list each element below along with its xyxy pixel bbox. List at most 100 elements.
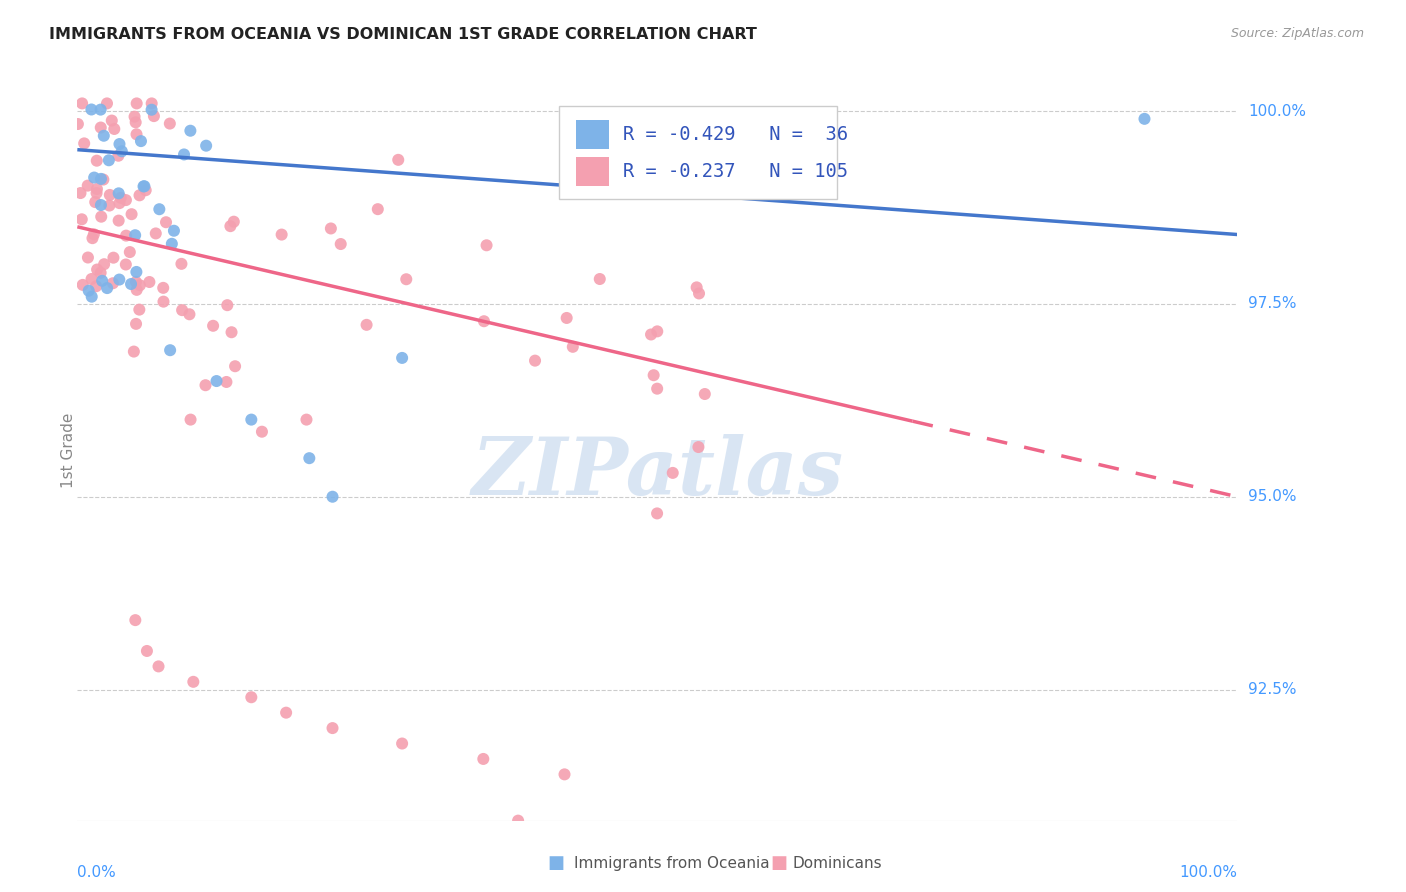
Point — [561, 340, 583, 354]
Point — [97, 153, 120, 168]
Point — [124, 110, 146, 124]
Text: 95.0%: 95.0% — [1249, 489, 1296, 504]
Point — [160, 236, 183, 251]
Point — [329, 237, 352, 252]
Point — [93, 172, 115, 186]
Point — [84, 279, 107, 293]
Point — [163, 224, 186, 238]
Point — [83, 227, 105, 242]
Point — [98, 198, 121, 212]
Point — [661, 466, 683, 480]
Point — [98, 188, 121, 202]
Point — [100, 113, 122, 128]
Point — [115, 193, 138, 207]
Point — [101, 277, 124, 291]
Point — [124, 115, 146, 129]
Point — [132, 179, 155, 194]
Point — [108, 272, 131, 286]
Point — [80, 103, 103, 117]
Point — [118, 245, 141, 260]
Point — [90, 266, 112, 280]
Point — [141, 103, 163, 117]
Point — [111, 145, 134, 159]
Point — [148, 659, 170, 673]
Point — [96, 281, 118, 295]
Point — [685, 280, 707, 294]
Text: Source: ZipAtlas.com: Source: ZipAtlas.com — [1230, 27, 1364, 40]
Point — [80, 272, 103, 286]
Point — [124, 613, 146, 627]
Point — [91, 274, 114, 288]
Point — [129, 278, 152, 293]
Bar — [576, 156, 609, 186]
Point — [179, 307, 201, 321]
Point — [114, 258, 136, 272]
Point — [134, 179, 156, 194]
Point — [391, 737, 413, 751]
Point — [221, 325, 243, 339]
Point — [93, 257, 115, 271]
Point — [86, 186, 108, 200]
Point — [506, 814, 529, 828]
Point — [319, 221, 342, 235]
Point — [356, 318, 378, 332]
Point — [124, 228, 146, 243]
Point — [159, 343, 181, 358]
Point — [70, 96, 93, 111]
Point — [135, 644, 157, 658]
Point — [693, 387, 716, 401]
Point — [298, 451, 321, 466]
Point — [122, 344, 145, 359]
Point — [86, 153, 108, 168]
Point — [108, 136, 131, 151]
Point — [395, 272, 418, 286]
Point — [250, 425, 273, 439]
Point — [125, 275, 148, 289]
Point — [70, 212, 93, 227]
Point — [240, 412, 263, 426]
Point — [82, 231, 104, 245]
Point — [84, 195, 107, 210]
Point — [107, 149, 129, 163]
Point — [110, 191, 132, 205]
Point — [125, 265, 148, 279]
Point — [240, 690, 263, 705]
Point — [103, 251, 125, 265]
Text: R = -0.429   N =  36: R = -0.429 N = 36 — [623, 125, 848, 144]
Point — [321, 490, 344, 504]
Point — [688, 440, 710, 454]
Point — [135, 183, 157, 197]
Point — [194, 378, 217, 392]
Point — [195, 138, 218, 153]
Point — [472, 752, 495, 766]
Point — [152, 294, 174, 309]
Point — [472, 314, 495, 328]
Point — [141, 96, 163, 111]
Point — [217, 298, 239, 312]
Point — [66, 117, 89, 131]
Point — [183, 674, 205, 689]
Text: ■: ■ — [770, 855, 787, 872]
Point — [90, 210, 112, 224]
Point — [555, 310, 578, 325]
FancyBboxPatch shape — [558, 106, 837, 199]
Point — [120, 277, 142, 291]
Text: ZIPatlas: ZIPatlas — [471, 434, 844, 511]
Text: Dominicans: Dominicans — [793, 856, 883, 871]
Point — [524, 353, 547, 368]
Point — [645, 324, 668, 338]
Point — [142, 109, 165, 123]
Point — [96, 96, 118, 111]
Point — [72, 277, 94, 292]
Point — [224, 359, 246, 374]
Point — [138, 275, 160, 289]
Point — [643, 368, 665, 383]
Point — [77, 251, 100, 265]
Point — [172, 303, 194, 318]
Point — [125, 283, 148, 297]
Point — [93, 128, 115, 143]
Point — [270, 227, 292, 242]
Text: 100.0%: 100.0% — [1249, 103, 1306, 119]
Text: Immigrants from Oceania: Immigrants from Oceania — [574, 856, 769, 871]
Point — [125, 317, 148, 331]
